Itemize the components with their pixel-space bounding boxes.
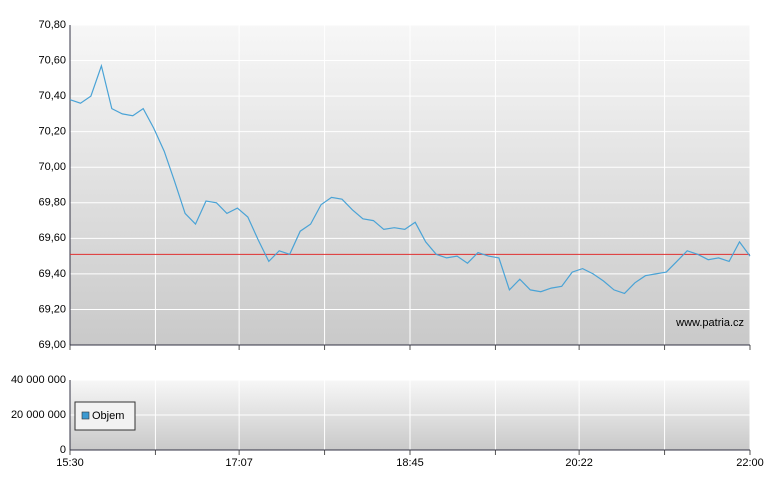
- y-tick-label: 40 000 000: [11, 374, 66, 386]
- y-tick-label: 70,80: [38, 19, 66, 31]
- y-tick-label: 20 000 000: [11, 409, 66, 421]
- x-tick-label: 18:45: [396, 457, 424, 469]
- y-tick-label: 69,60: [38, 232, 66, 244]
- x-tick-label: 22:00: [736, 457, 764, 469]
- y-tick-label: 70,40: [38, 90, 66, 102]
- x-tick-label: 17:07: [225, 457, 253, 469]
- y-tick-label: 0: [60, 444, 66, 456]
- y-tick-label: 69,00: [38, 339, 66, 351]
- watermark: www.patria.cz: [675, 317, 744, 329]
- y-tick-label: 70,20: [38, 126, 66, 138]
- x-tick-label: 20:22: [565, 457, 593, 469]
- y-tick-label: 69,80: [38, 197, 66, 209]
- y-tick-label: 70,00: [38, 161, 66, 173]
- x-tick-label: 15:30: [56, 457, 84, 469]
- legend-label: Objem: [92, 410, 124, 422]
- y-tick-label: 69,20: [38, 303, 66, 315]
- price-line: [69, 63, 751, 295]
- y-tick-label: 70,60: [38, 54, 66, 66]
- legend-swatch: [81, 411, 90, 420]
- y-tick-label: 69,40: [38, 268, 66, 280]
